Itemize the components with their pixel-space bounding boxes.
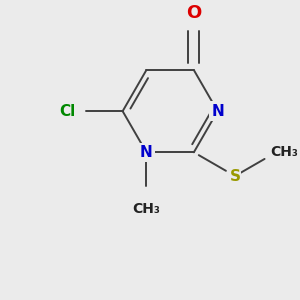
Text: S: S (230, 169, 241, 184)
Text: N: N (211, 104, 224, 119)
Text: CH₃: CH₃ (270, 145, 298, 159)
Text: Cl: Cl (59, 104, 75, 119)
Text: O: O (186, 4, 202, 22)
Text: CH₃: CH₃ (132, 202, 160, 216)
Text: N: N (140, 145, 153, 160)
